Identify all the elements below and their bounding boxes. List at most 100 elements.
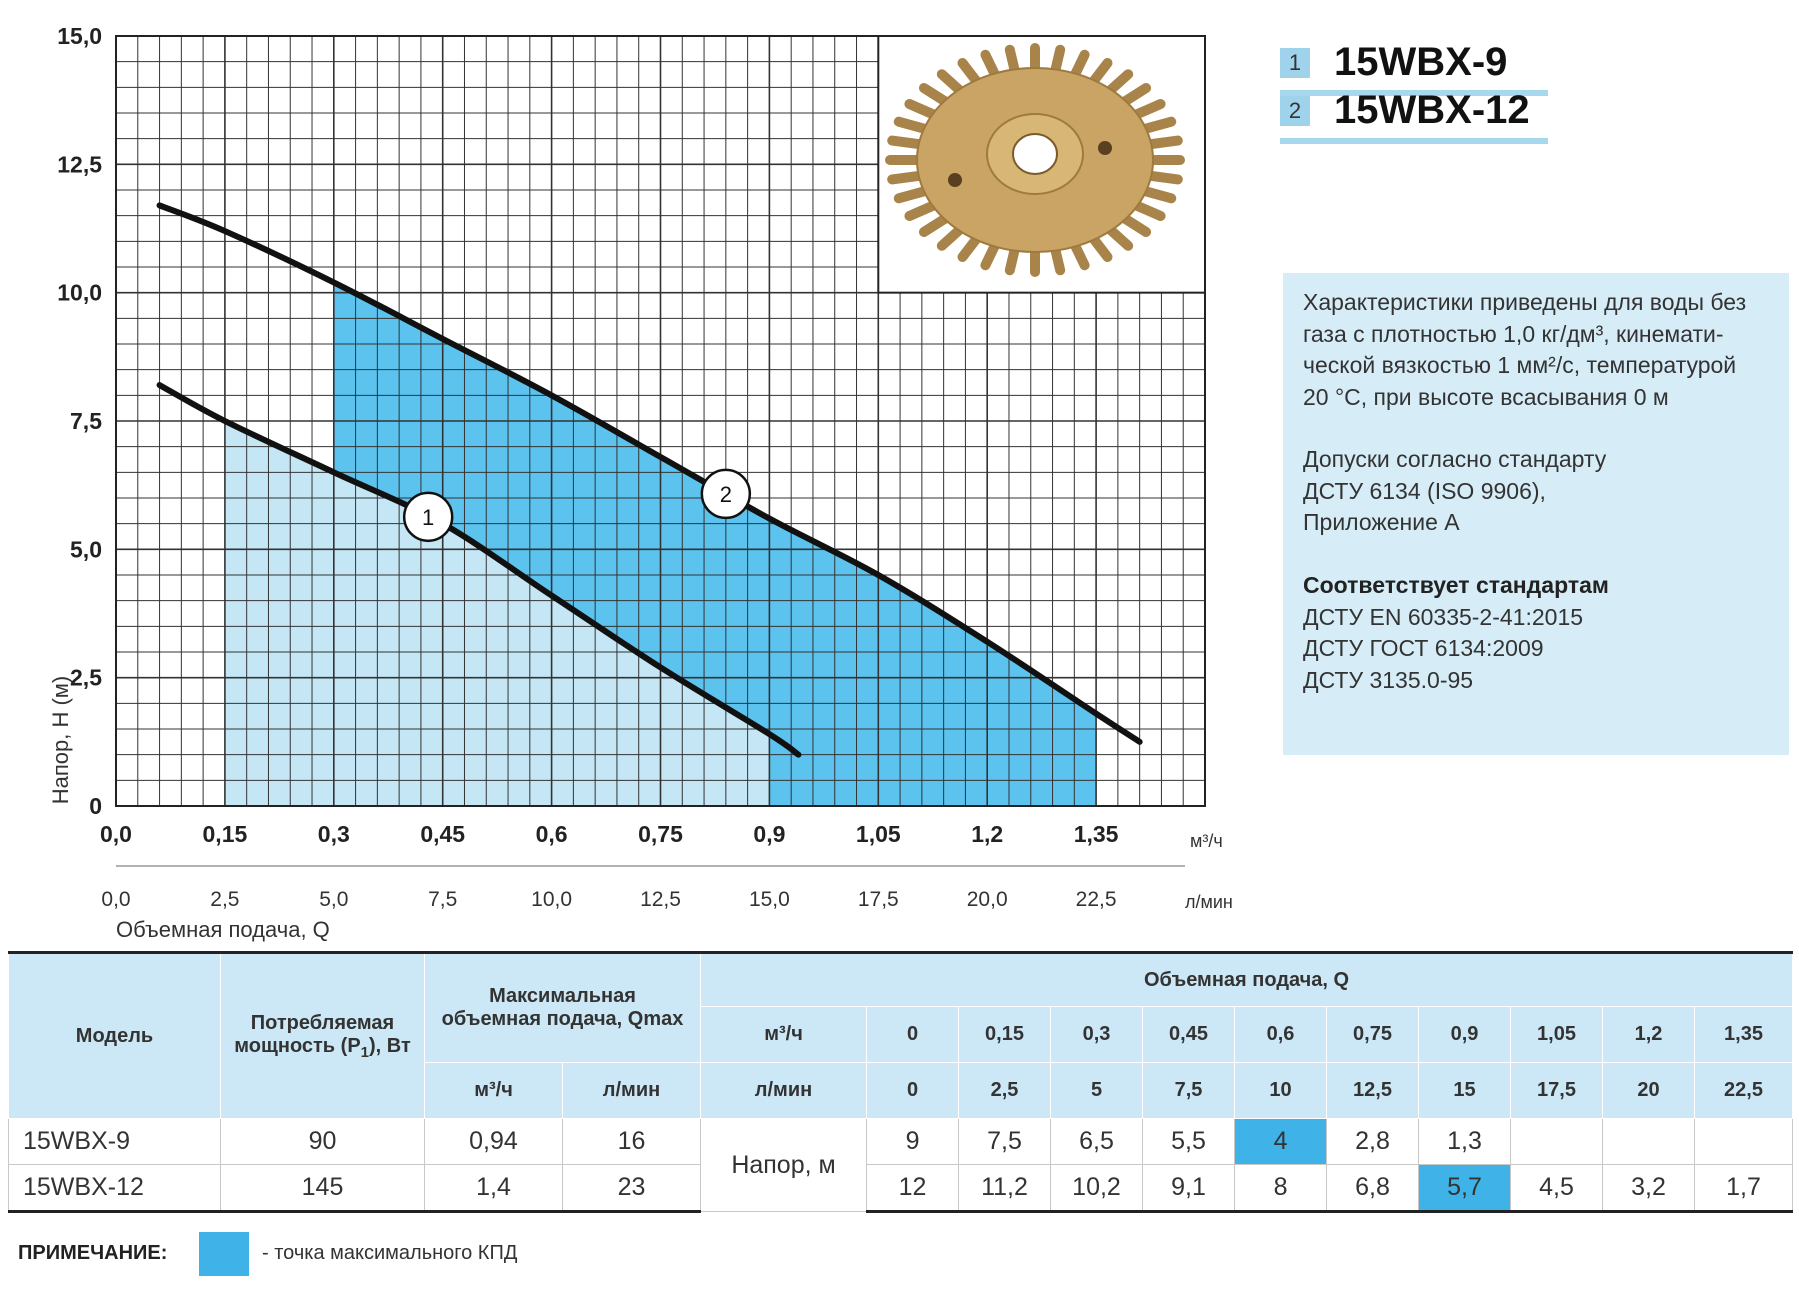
- head-cell: 4,5: [1510, 1164, 1604, 1213]
- q-m3h-cell: 0,15: [958, 1006, 1052, 1063]
- q-lmin-cell: 0: [866, 1062, 960, 1119]
- x-axis-title: Объемная подача, Q: [116, 917, 330, 942]
- note-label: ПРИМЕЧАНИЕ:: [18, 1242, 168, 1264]
- q-lmin-cell: 20: [1602, 1062, 1696, 1119]
- q-lmin-cell: 5: [1050, 1062, 1144, 1119]
- standard-line-3: ДСТУ 3135.0-95: [1303, 666, 1474, 693]
- conditions-line-3: ческой вязкостью 1 мм²/с, температурой: [1303, 352, 1737, 378]
- q-lmin-cell: 12,5: [1326, 1062, 1420, 1119]
- x-tick-label: 0,9: [753, 821, 785, 847]
- x2-tick-label: 10,0: [531, 888, 572, 911]
- head-cell: [1510, 1118, 1604, 1165]
- curve-15WBX-9: [156, 382, 802, 758]
- q-m3h-cell: 1,05: [1510, 1006, 1604, 1063]
- q-m3h-cell: 0,9: [1418, 1006, 1512, 1063]
- row-qmax-lmin: 23: [561, 1164, 702, 1213]
- q-lmin-cell: 2,5: [958, 1062, 1052, 1119]
- standard-line-1: ДСТУ EN 60335-2-41:2015: [1303, 603, 1584, 630]
- header-unit-lmin: л/мин: [700, 1062, 868, 1119]
- spec-table: Модель Потребляемая мощность (P1), Вт Ма…: [8, 951, 1794, 1213]
- y-tick-label: 2,5: [70, 665, 102, 691]
- conditions-text: Характеристики приведены для воды без га…: [1303, 287, 1773, 413]
- q-m3h-cell: 0,6: [1234, 1006, 1328, 1063]
- curve-marker-label: 2: [720, 482, 732, 507]
- conditions-line-4: 20 °С, при высоте всасывания 0 м: [1303, 383, 1669, 410]
- head-cell: 9: [866, 1118, 960, 1165]
- impeller-bore: [1012, 133, 1058, 175]
- conditions-line-2: газа с плотностью 1,0 кг/дм³, кинемати-: [1303, 320, 1724, 347]
- q-lmin-cell: 15: [1418, 1062, 1512, 1119]
- curve-marker-circle: [700, 468, 752, 520]
- x2-tick-label: 15,0: [749, 888, 790, 911]
- head-cell: 7,5: [958, 1118, 1052, 1165]
- x-tick-label: 1,35: [1074, 821, 1119, 847]
- head-cell: 10,2: [1050, 1164, 1144, 1213]
- head-cell: 1,7: [1694, 1164, 1794, 1213]
- head-label: Напор, м: [700, 1118, 868, 1212]
- curve-15WBX-12: [156, 202, 1143, 745]
- q-lmin-cell: 17,5: [1510, 1062, 1604, 1119]
- head-cell: 2,8: [1326, 1118, 1420, 1165]
- q-m3h-cell: 0,45: [1142, 1006, 1236, 1063]
- note-swatch: [199, 1232, 249, 1276]
- y-axis-title: Напор, H (м): [48, 676, 73, 805]
- header-flow: Объемная подача, Q: [700, 951, 1794, 1007]
- performance-chart: 1 2 0 2,5 5,0 7,5 10,0 12,5 15,0 0,0 0,15 0,3 0,45 0…: [48, 23, 1233, 942]
- head-cell: 11,2: [958, 1164, 1052, 1213]
- q-m3h-cell: 1,35: [1694, 1006, 1794, 1063]
- header-power: Потребляемая мощность (P1), Вт: [220, 951, 425, 1119]
- x-tick-label: 0,15: [203, 821, 248, 847]
- head-cell: 5,5: [1142, 1118, 1236, 1165]
- table-row: 15WBX-9 90 0,94 16 Напор, м 9 7,5 6,5 5,…: [8, 1118, 1794, 1212]
- head-cell: 1,3: [1418, 1118, 1512, 1165]
- header-qmax-m3h: м³/ч: [424, 1062, 563, 1119]
- header-unit-m3h: м³/ч: [700, 1006, 868, 1063]
- standard-line-2: ДСТУ ГОСТ 6134:2009: [1303, 635, 1544, 661]
- legend-number-2: 2: [1280, 96, 1310, 126]
- tolerance-text: Допуски согласно стандарту ДСТУ 6134 (IS…: [1303, 444, 1773, 539]
- row-qmax-m3h: 0,94: [424, 1118, 563, 1165]
- impeller-hole: [948, 173, 962, 187]
- head-cell: 3,2: [1602, 1164, 1696, 1213]
- curve-marker-2: 2: [700, 468, 752, 520]
- x-tick-label: 0,3: [318, 821, 350, 847]
- x-tick-label: 1,05: [856, 821, 901, 847]
- x2-tick-label: 5,0: [319, 888, 348, 911]
- legend-number-1: 1: [1280, 48, 1310, 78]
- head-cell: 6,5: [1050, 1118, 1144, 1165]
- x2-tick-label: 17,5: [858, 888, 899, 911]
- curve-marker-circle: [402, 491, 454, 543]
- head-cell: 6,8: [1326, 1164, 1420, 1213]
- row-qmax-lmin: 16: [561, 1118, 702, 1165]
- row-model: 15WBX-9: [8, 1118, 221, 1165]
- y-tick-label: 12,5: [57, 151, 102, 177]
- row-power: 90: [220, 1118, 425, 1165]
- x-tick-label: 1,2: [971, 821, 1003, 847]
- y-tick-label: 7,5: [70, 408, 102, 434]
- q-m3h-cell: 0: [866, 1006, 960, 1063]
- x2-unit-label: л/мин: [1185, 892, 1233, 912]
- x2-tick-label: 7,5: [428, 888, 457, 911]
- header-qmax-lmin: л/мин: [561, 1062, 702, 1119]
- work-range-fill-1: [224, 421, 770, 806]
- header-model: Модель: [8, 951, 221, 1119]
- head-cell: [1694, 1118, 1794, 1165]
- tolerance-line-2: ДСТУ 6134 (ISO 9906),: [1303, 477, 1546, 504]
- x2-tick-label: 2,5: [210, 888, 239, 911]
- curve-marker-1: 1: [402, 491, 454, 543]
- q-lmin-cell: 7,5: [1142, 1062, 1236, 1119]
- q-lmin-cell: 22,5: [1694, 1062, 1794, 1119]
- x-tick-label: 0,45: [420, 821, 465, 847]
- y-tick-label: 0: [89, 793, 102, 819]
- y-tick-label: 10,0: [57, 280, 102, 306]
- q-m3h-cell: 0,75: [1326, 1006, 1420, 1063]
- q-m3h-cell: 0,3: [1050, 1006, 1144, 1063]
- head-cell: 9,1: [1142, 1164, 1236, 1213]
- x-tick-label: 0,75: [638, 821, 683, 847]
- tolerance-line-3: Приложение А: [1303, 509, 1460, 535]
- impeller-photo-box: [877, 35, 1206, 294]
- legend-item-2: 2 15WBX-12: [1280, 86, 1548, 144]
- head-cell-best-efficiency: 5,7: [1418, 1164, 1512, 1213]
- x2-tick-label: 22,5: [1076, 888, 1117, 911]
- curve-marker-label: 1: [422, 505, 434, 530]
